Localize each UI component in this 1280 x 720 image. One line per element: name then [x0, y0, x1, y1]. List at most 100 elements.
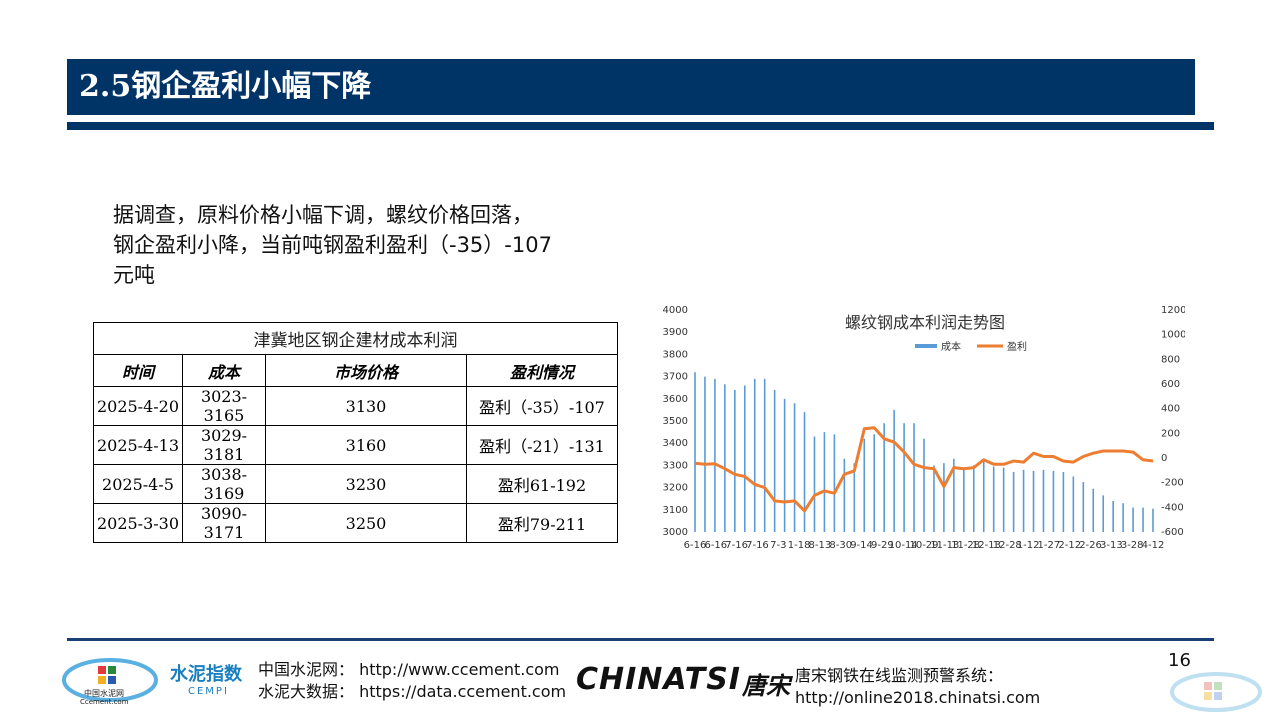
table-row: 2025-4-5 3038-3169 3230 盈利61-192 — [93, 464, 618, 504]
title-bar: 2.5钢企盈利小幅下降 — [67, 59, 1195, 115]
cost-bar — [903, 423, 905, 532]
y-left-tick-label: 3600 — [663, 394, 688, 405]
cell-cost: 3090-3171 — [182, 503, 266, 543]
cost-bar — [873, 434, 876, 532]
y-left-tick-label: 4000 — [663, 305, 688, 316]
cell-price: 3130 — [265, 386, 467, 426]
cement-link-2[interactable]: 水泥大数据： https://data.ccement.com — [258, 682, 567, 701]
y-left-tick-label: 3400 — [663, 438, 688, 449]
cost-bar — [943, 463, 945, 532]
cell-profit: 盈利（-35）-107 — [466, 386, 618, 426]
chinatsi-links: 唐宋钢铁在线监测预警系统： http://online2018.chinatsi… — [795, 665, 1040, 709]
x-tick-label: 10-29 — [909, 540, 938, 551]
x-tick-label: 10-14 — [889, 540, 918, 551]
cost-bar — [1152, 508, 1154, 532]
cell-time: 2025-3-30 — [93, 503, 183, 543]
y-right-tick-label: 400 — [1161, 404, 1180, 415]
x-tick-label: 12-28 — [993, 540, 1022, 551]
cost-bar — [734, 389, 736, 532]
cell-cost: 3038-3169 — [182, 464, 266, 504]
x-tick-label: 11-13 — [930, 540, 959, 551]
x-tick-label: 6-16 — [684, 540, 707, 551]
y-right-tick-label: 200 — [1161, 428, 1180, 439]
page-number: 16 — [1168, 650, 1191, 671]
x-tick-label: 2-12 — [1058, 540, 1081, 551]
cell-profit: 盈利79-211 — [466, 503, 618, 543]
cell-time: 2025-4-5 — [93, 464, 183, 504]
cost-bar — [1042, 469, 1045, 532]
x-tick-label: 3-28 — [1121, 540, 1144, 551]
cell-time: 2025-4-13 — [93, 425, 183, 465]
chinatsi-logo: CHINATSI — [576, 662, 741, 697]
y-right-tick-label: -600 — [1161, 527, 1184, 538]
table-caption: 津冀地区钢企建材成本利润 — [93, 322, 618, 355]
cement-link-1[interactable]: 中国水泥网： http://www.ccement.com — [258, 660, 560, 679]
title-rule — [67, 122, 1214, 130]
chinatsi-logo-cn: 唐宋 — [742, 671, 790, 700]
logo1-sub: Ccement.com — [80, 698, 129, 706]
x-tick-label: 6-16 — [704, 540, 727, 551]
x-tick-label: 9-14 — [850, 540, 873, 551]
cost-bar — [1062, 472, 1065, 532]
cell-price: 3250 — [265, 503, 467, 543]
y-right-tick-label: 1200 — [1161, 305, 1185, 316]
cost-bar — [982, 460, 985, 532]
cost-bar — [913, 423, 915, 532]
cost-profit-chart: 3000 3100 3200 3300 3400 3500 3600 3700 3800 3900… — [655, 300, 1187, 560]
cell-time: 2025-4-20 — [93, 386, 183, 426]
intro-line-2: 钢企盈利小降，当前吨钢盈利盈利（-35）-107 — [113, 233, 552, 257]
cost-bar — [704, 376, 706, 532]
y-right-tick-label: 0 — [1161, 453, 1167, 464]
cost-bar — [714, 378, 716, 532]
cost-profit-table: 津冀地区钢企建材成本利润 时间 成本 市场价格 盈利情况 2025-4-20 3… — [93, 322, 618, 543]
x-tick-label: 2-26 — [1079, 540, 1102, 551]
cost-bar — [863, 438, 866, 532]
cell-profit: 盈利61-192 — [466, 464, 618, 504]
cost-bar — [843, 458, 846, 532]
profit-line — [694, 426, 1154, 513]
cost-bar — [1102, 495, 1105, 532]
chart-legend: 成本 盈利 — [915, 340, 1027, 353]
cost-bar — [992, 466, 995, 532]
y-left-tick-label: 3900 — [663, 327, 688, 338]
x-tick-label: 3-13 — [1100, 540, 1123, 551]
cost-bar — [1052, 470, 1055, 532]
ccement-logo: 中国水泥网 Ccement.com — [60, 654, 160, 714]
legend-swatch-cost — [915, 344, 937, 348]
chart-svg: 3000 3100 3200 3300 3400 3500 3600 3700 3800 3900… — [663, 305, 1187, 551]
chinatsi-label: 唐宋钢铁在线监测预警系统： — [795, 666, 1004, 685]
logo2-main: 水泥指数 — [170, 664, 242, 685]
cost-bar — [953, 458, 955, 532]
cost-bar — [694, 372, 696, 532]
x-tick-label: 1-18 — [788, 540, 811, 551]
x-tick-label: 1-12 — [1017, 540, 1040, 551]
cement-links: 中国水泥网： http://www.ccement.com 水泥大数据： htt… — [258, 659, 566, 703]
cost-bar — [933, 465, 935, 532]
cost-bar — [753, 378, 756, 532]
y-right-tick-label: -200 — [1161, 478, 1184, 489]
cost-bar — [883, 423, 885, 532]
intro-line-3: 元吨 — [113, 263, 155, 287]
y-right-tick-label: -400 — [1161, 502, 1184, 513]
cost-bar — [823, 432, 826, 532]
cost-bar — [1132, 507, 1134, 532]
x-tick-label: 1-27 — [1038, 540, 1061, 551]
chinatsi-link[interactable]: http://online2018.chinatsi.com — [795, 688, 1041, 707]
y-right-tick-label: 600 — [1161, 379, 1180, 390]
y-left-tick-label: 3800 — [663, 349, 688, 360]
cell-profit: 盈利（-21）-131 — [466, 425, 618, 465]
table-row: 2025-3-30 3090-3171 3250 盈利79-211 — [93, 503, 618, 543]
cost-bar — [1112, 500, 1114, 532]
y-left-tick-label: 3100 — [663, 505, 688, 516]
x-tick-label: 7-16 — [746, 540, 769, 551]
header-profit: 盈利情况 — [466, 354, 618, 387]
logo1-caption: 中国水泥网 — [84, 689, 124, 698]
y-right-tick-label: 1000 — [1161, 330, 1185, 341]
y-left-tick-label: 3700 — [663, 372, 688, 383]
header-cost: 成本 — [182, 354, 266, 387]
x-tick-label: 9-29 — [871, 540, 894, 551]
cost-bar — [1122, 503, 1124, 532]
x-tick-label: 11-28 — [951, 540, 980, 551]
x-tick-label: 7-3 — [770, 540, 786, 551]
cost-bar — [763, 378, 766, 532]
